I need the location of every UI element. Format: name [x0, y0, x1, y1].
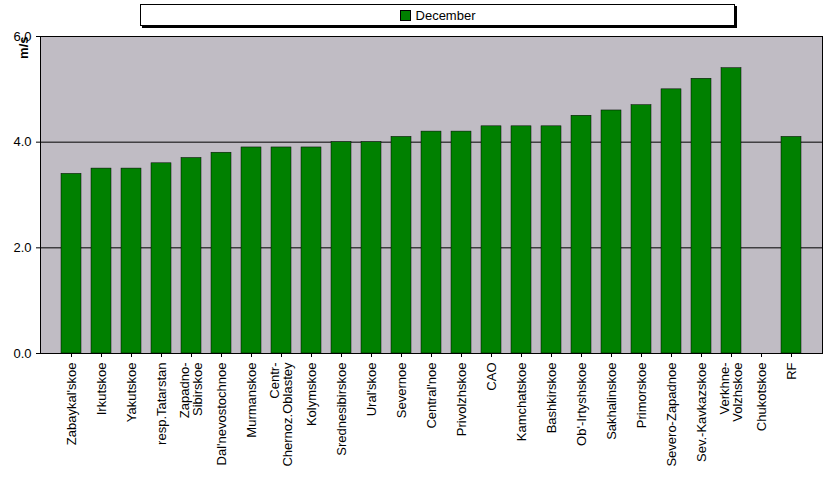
svg-text:Dal'nevostochnoe: Dal'nevostochnoe: [214, 363, 229, 466]
svg-text:Verkhne-Volzhskoe: Verkhne-Volzhskoe: [717, 363, 745, 422]
svg-text:resp.Tatarstan: resp.Tatarstan: [154, 363, 169, 445]
svg-text:Murmanskoe: Murmanskoe: [244, 363, 259, 438]
svg-text:Central'noe: Central'noe: [424, 363, 439, 429]
svg-text:RF: RF: [784, 362, 799, 379]
svg-text:Zapadno-Sibirskoe: Zapadno-Sibirskoe: [177, 363, 205, 419]
svg-text:Bashkirskoe: Bashkirskoe: [544, 363, 559, 434]
svg-text:Srednesibirskoe: Srednesibirskoe: [334, 363, 349, 456]
svg-text:Sakhalinskoe: Sakhalinskoe: [604, 363, 619, 440]
svg-text:Kolymskoe: Kolymskoe: [304, 363, 319, 427]
svg-text:Centr-Chernoz.Oblastey: Centr-Chernoz.Oblastey: [267, 362, 295, 467]
svg-text:Irkutskoe: Irkutskoe: [94, 363, 109, 416]
html-text:December: December: [415, 7, 476, 23]
svg-text:Sev.-Kavkazskoe: Sev.-Kavkazskoe: [694, 363, 709, 462]
svg-text:Severo-Zapadnoe: Severo-Zapadnoe: [664, 363, 679, 467]
svg-text:Ob'-Irtyshskoe: Ob'-Irtyshskoe: [574, 363, 589, 446]
svg-text:0.0: 0.0: [13, 346, 31, 361]
svg-text:m/s: m/s: [16, 37, 31, 59]
svg-text:Chukotskoe: Chukotskoe: [754, 363, 769, 432]
svg-text:Kamchatskoe: Kamchatskoe: [514, 363, 529, 442]
svg-text:CAO: CAO: [484, 363, 499, 391]
svg-text:Zabaykal'skoe: Zabaykal'skoe: [64, 363, 79, 446]
svg-text:2.0: 2.0: [13, 240, 31, 255]
svg-text:4.0: 4.0: [13, 134, 31, 149]
svg-text:Ural'skoe: Ural'skoe: [364, 363, 379, 417]
svg-text:Severnoe: Severnoe: [394, 363, 409, 419]
svg-text:Privolzhskoe: Privolzhskoe: [454, 363, 469, 437]
svg-text:Yakutskoe: Yakutskoe: [124, 363, 139, 423]
svg-text:Primorskoe: Primorskoe: [634, 363, 649, 429]
svg-text:6.0: 6.0: [13, 28, 32, 44]
